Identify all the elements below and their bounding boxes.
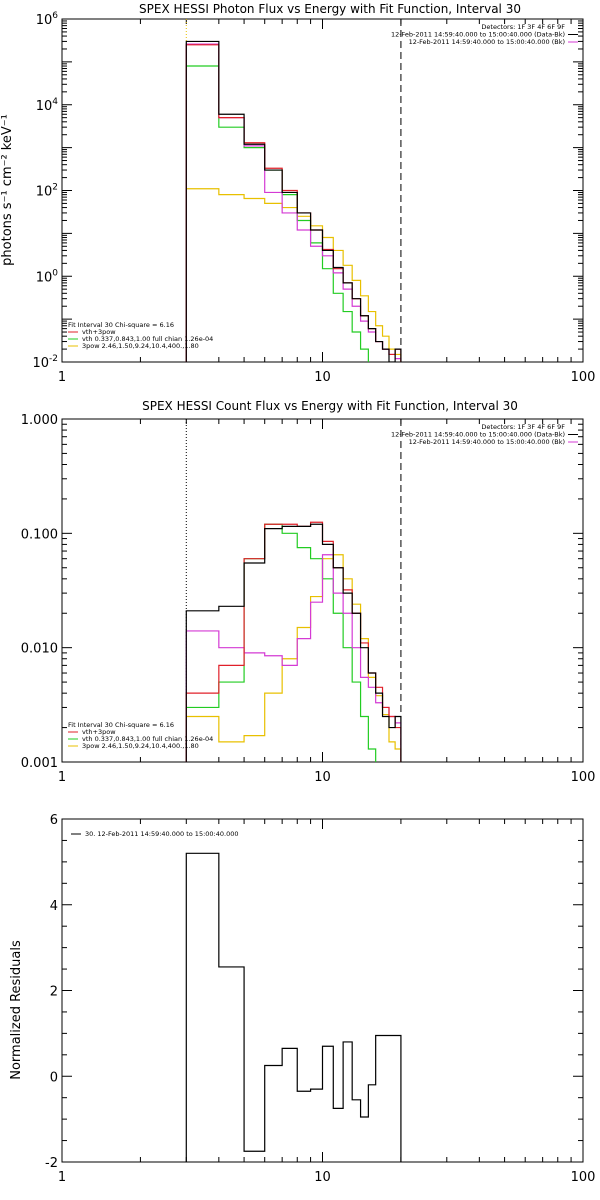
count-info-line: 12-Feb-2011 14:59:40.000 to 15:00:40.000… <box>391 431 565 439</box>
photon-y-tick-label: 10-2 <box>32 354 58 371</box>
count-y-tick-label: 1.000 <box>21 413 58 428</box>
count-legend-entry: Fit Interval 30 Chi-square = 6.16 <box>68 721 174 729</box>
residual-legend-entry: 30. 12-Feb-2011 14:59:40.000 to 15:00:40… <box>85 830 238 838</box>
residual-y-tick-label: 2 <box>50 985 58 1000</box>
photon-legend-entry: Fit Interval 30 Chi-square = 6.16 <box>68 321 174 329</box>
count-y-tick-label: 0.010 <box>21 642 58 657</box>
photon-info-line: 12-Feb-2011 14:59:40.000 to 15:00:40.000… <box>409 38 565 46</box>
photon-x-tick-label: 10 <box>314 370 331 385</box>
photon-series-0-line <box>185 40 402 362</box>
residuals-ylabel: Normalized Residuals <box>9 940 24 1080</box>
count-y-tick-label: 0.100 <box>21 527 58 542</box>
photon-flux-panel: SPEX HESSI Photon Flux vs Energy with Fi… <box>0 2 596 385</box>
count-x-tick-label: 10 <box>314 770 331 785</box>
residual-series-0-line <box>185 852 402 1162</box>
count-x-tick-label: 1 <box>58 770 66 785</box>
residual-x-tick-label: 10 <box>314 1170 331 1185</box>
photon-y-tick-label: 106 <box>36 11 59 28</box>
photon-legend-entry: vth+3pow <box>82 328 116 336</box>
residual-y-tick-label: -2 <box>45 1156 58 1171</box>
residual-y-tick-label: 4 <box>50 899 58 914</box>
residuals-panel: Normalized Residuals 1 10 100 -2 0 2 4 6 30. 12-… <box>9 813 595 1185</box>
photon-legend-entry: vth 0.337,0.843,1.00 full chian 1.26e-04 <box>82 335 213 343</box>
count-flux-title: SPEX HESSI Count Flux vs Energy with Fit… <box>142 399 518 413</box>
count-y-tick-label: 0.001 <box>21 756 58 771</box>
photon-flux-title: SPEX HESSI Photon Flux vs Energy with Fi… <box>139 2 521 16</box>
photon-info-line: 12-Feb-2011 14:59:40.000 to 15:00:40.000… <box>391 31 565 39</box>
residual-y-tick-label: 0 <box>50 1070 58 1085</box>
photon-y-tick-label: 102 <box>36 183 58 200</box>
photon-y-tick-label: 104 <box>36 97 59 114</box>
residual-axes-frame <box>61 818 584 1163</box>
photon-y-tick-label: 100 <box>36 268 59 285</box>
photon-flux-ylabel: photons s⁻¹ cm⁻² keV⁻¹ <box>0 114 15 266</box>
count-info-line: Detectors: 1F 3F 4F 6F 9F <box>481 423 565 431</box>
residual-x-tick-label: 100 <box>571 1170 596 1185</box>
residual-y-tick-label: 6 <box>50 813 58 828</box>
photon-series-4-line <box>185 188 402 362</box>
photon-series-3-line <box>185 65 369 362</box>
photon-info-line: Detectors: 1F 3F 4F 6F 9F <box>481 23 565 31</box>
photon-x-tick-label: 1 <box>58 370 66 385</box>
count-flux-panel: SPEX HESSI Count Flux vs Energy with Fit… <box>21 399 596 785</box>
photon-x-tick-label: 100 <box>571 370 596 385</box>
residual-x-tick-label: 1 <box>58 1170 66 1185</box>
count-series-4-line <box>185 554 402 762</box>
photon-legend-entry: 3pow 2.46,1.50,9.24,10.4,400.,1.80 <box>82 342 199 350</box>
count-x-tick-label: 100 <box>571 770 596 785</box>
photon-axes-frame <box>61 18 584 363</box>
count-series-0-line <box>185 523 402 762</box>
count-legend-entry: vth+3pow <box>82 728 116 736</box>
count-info-line: 12-Feb-2011 14:59:40.000 to 15:00:40.000… <box>409 438 565 446</box>
count-legend-entry: 3pow 2.46,1.50,9.24,10.4,400.,1.80 <box>82 742 199 750</box>
count-legend-entry: vth 0.337,0.843,1.00 full chian 1.26e-04 <box>82 735 213 743</box>
